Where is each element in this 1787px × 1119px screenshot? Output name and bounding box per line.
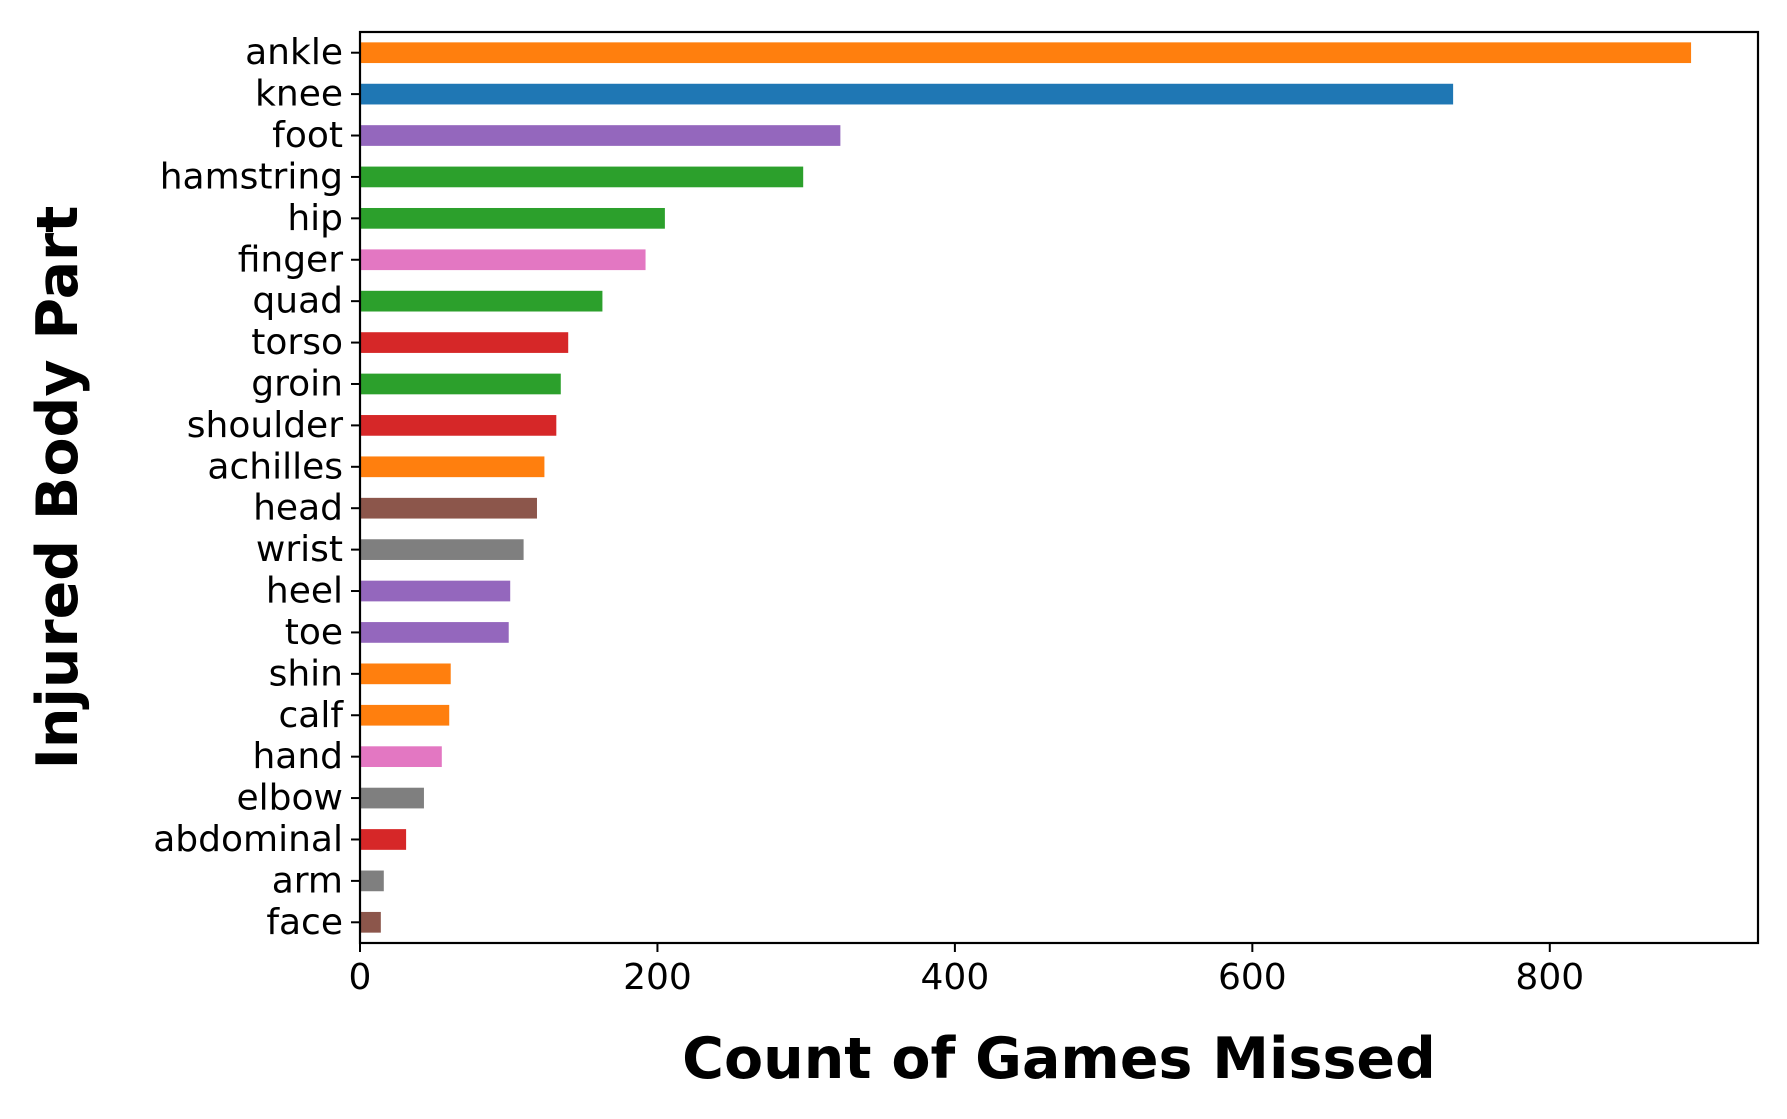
y-tick-label: calf <box>278 695 344 736</box>
bar-toe <box>360 622 509 643</box>
bar-hand <box>360 746 442 768</box>
y-tick-label: achilles <box>207 446 343 487</box>
bar-hamstring <box>360 166 804 188</box>
y-tick-label: abdominal <box>153 819 343 860</box>
y-tick-label: arm <box>272 860 343 901</box>
y-tick-label: finger <box>238 239 343 280</box>
bar-wrist <box>360 539 524 560</box>
bar-torso <box>360 332 569 353</box>
bar-ankle <box>360 42 1692 64</box>
x-tick-label: 200 <box>623 957 692 998</box>
bar-heel <box>360 580 511 602</box>
bar-foot <box>360 125 841 146</box>
bar-achilles <box>360 456 545 478</box>
y-tick-label: elbow <box>237 778 343 819</box>
bar-finger <box>360 249 646 271</box>
x-axis-title: Count of Games Missed <box>682 1026 1436 1092</box>
bar-calf <box>360 704 450 726</box>
y-tick-label: ankle <box>245 32 343 73</box>
y-tick-label: shin <box>269 653 343 694</box>
y-tick-label: knee <box>255 74 343 115</box>
bar-knee <box>360 83 1454 105</box>
y-tick-label: face <box>266 902 343 943</box>
bar-shin <box>360 663 451 685</box>
y-axis-ticks: anklekneefoothamstringhipfingerquadtorso… <box>153 32 360 943</box>
y-axis-title: Injured Body Part <box>25 206 91 770</box>
x-tick-label: 0 <box>349 957 372 998</box>
x-axis-ticks: 0 200 400 600 800 <box>349 943 1584 998</box>
y-tick-label: hip <box>287 198 343 239</box>
x-tick-label: 600 <box>1218 957 1287 998</box>
y-tick-label: quad <box>252 281 343 322</box>
y-tick-label: heel <box>266 571 343 612</box>
y-tick-label: groin <box>251 363 343 404</box>
x-tick-label: 800 <box>1515 957 1584 998</box>
y-tick-label: toe <box>285 612 343 653</box>
bar-shoulder <box>360 415 557 436</box>
bar-arm <box>360 870 384 892</box>
bar-hip <box>360 207 665 229</box>
plot-frame <box>358 30 1760 945</box>
bar-groin <box>360 373 561 395</box>
bar-abdominal <box>360 829 407 850</box>
y-tick-label: foot <box>272 115 343 156</box>
y-tick-label: shoulder <box>187 405 343 446</box>
y-tick-label: hamstring <box>160 156 343 197</box>
x-tick-label: 400 <box>921 957 990 998</box>
bar-quad <box>360 290 603 312</box>
y-tick-label: head <box>253 488 343 529</box>
bars-group <box>360 42 1692 933</box>
y-tick-label: torso <box>251 322 343 363</box>
y-tick-label: hand <box>252 736 343 777</box>
bar-face <box>360 911 381 933</box>
y-tick-label: wrist <box>256 529 343 570</box>
bar-head <box>360 497 537 519</box>
bar-elbow <box>360 787 424 809</box>
